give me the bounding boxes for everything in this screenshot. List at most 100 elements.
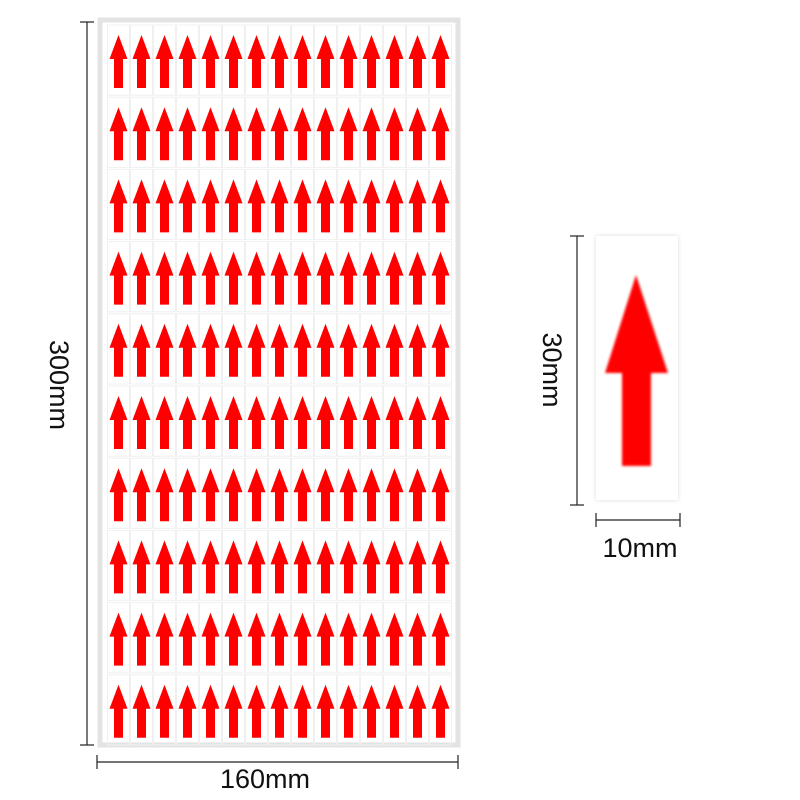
arrow-sticker — [316, 612, 335, 666]
arrow-sticker — [316, 396, 335, 449]
arrow-sticker — [362, 612, 381, 666]
sticker-cell — [107, 241, 130, 313]
sticker-cell — [314, 241, 337, 313]
arrow-sticker — [408, 35, 427, 88]
arrow-sticker — [293, 612, 312, 666]
sticker-cell — [199, 602, 222, 674]
arrow-sticker — [339, 684, 358, 738]
sticker-cell — [429, 241, 452, 313]
sticker-cell — [199, 385, 222, 457]
arrow-sticker — [339, 323, 358, 377]
sticker-cell — [360, 241, 383, 313]
sticker-cell — [176, 313, 199, 385]
sticker-cell — [176, 457, 199, 529]
arrow-sticker — [201, 684, 220, 738]
sticker-cell — [406, 674, 429, 746]
sticker-cell — [360, 24, 383, 96]
arrow-sticker — [155, 323, 174, 377]
sticker-cell — [406, 457, 429, 529]
sticker-cell — [291, 96, 314, 168]
sticker-cell — [153, 241, 176, 313]
sticker-cell — [153, 313, 176, 385]
arrow-sticker — [132, 540, 151, 594]
sticker-cell — [383, 168, 406, 241]
sticker-cell — [268, 602, 291, 674]
arrow-sticker — [109, 468, 128, 522]
sticker-cell — [153, 602, 176, 674]
arrow-sticker — [178, 468, 197, 522]
arrow-sticker — [293, 540, 312, 594]
sticker-cell — [268, 96, 291, 168]
arrow-sticker — [109, 179, 128, 233]
sticker-cell — [130, 96, 153, 168]
arrow-sticker — [339, 612, 358, 666]
sticker-cell — [199, 241, 222, 313]
arrow-sticker — [224, 396, 243, 449]
arrow-sticker — [132, 107, 151, 161]
arrow-sticker — [155, 612, 174, 666]
sticker-cell — [245, 96, 268, 168]
arrow-sticker — [155, 35, 174, 88]
sticker-cell — [383, 602, 406, 674]
sticker-cell — [406, 313, 429, 385]
arrow-sticker — [132, 35, 151, 88]
sticker-cell — [406, 385, 429, 457]
arrow-sticker — [270, 396, 289, 449]
sticker-cell — [268, 674, 291, 746]
sticker-cell — [337, 602, 360, 674]
arrow-sticker — [109, 323, 128, 377]
arrow-sticker — [293, 107, 312, 161]
arrow-sticker — [247, 468, 266, 522]
arrow-sticker — [385, 179, 404, 233]
arrow-sticker — [201, 396, 220, 449]
sticker-cell — [314, 457, 337, 529]
sticker-cell — [130, 168, 153, 241]
sticker-cell — [130, 674, 153, 746]
sticker-cell — [360, 602, 383, 674]
sticker-cell — [199, 674, 222, 746]
sticker-cell — [268, 529, 291, 602]
arrow-sticker — [385, 396, 404, 449]
sticker-cell — [360, 529, 383, 602]
arrow-sticker — [178, 35, 197, 88]
arrow-grid — [107, 24, 452, 746]
arrow-sticker — [408, 540, 427, 594]
width-dimension: 160mm — [96, 755, 459, 794]
sticker-cell — [314, 313, 337, 385]
sticker-cell — [406, 24, 429, 96]
sticker-cell — [314, 385, 337, 457]
sticker-arrow — [605, 275, 668, 466]
sticker-cell — [360, 313, 383, 385]
sticker-cell — [107, 313, 130, 385]
arrow-sticker — [201, 540, 220, 594]
arrow-sticker — [132, 179, 151, 233]
sticker-cell — [107, 24, 130, 96]
arrow-sticker — [247, 540, 266, 594]
arrow-sticker — [178, 612, 197, 666]
arrow-sticker — [155, 107, 174, 161]
sticker-cell — [337, 96, 360, 168]
sticker-cell — [383, 24, 406, 96]
arrow-sticker — [224, 323, 243, 377]
sticker-cell — [383, 457, 406, 529]
arrow-sticker — [339, 35, 358, 88]
sticker-cell — [130, 602, 153, 674]
sticker-cell — [268, 313, 291, 385]
arrow-sticker — [270, 179, 289, 233]
sticker-cell — [176, 241, 199, 313]
arrow-sticker — [385, 35, 404, 88]
sticker-cell — [222, 168, 245, 241]
arrow-sticker — [431, 179, 450, 233]
arrow-sticker — [247, 323, 266, 377]
arrow-sticker — [132, 468, 151, 522]
sticker-cell — [268, 457, 291, 529]
arrow-sticker — [201, 612, 220, 666]
arrow-sticker — [224, 540, 243, 594]
arrow-sticker — [109, 612, 128, 666]
sticker-cell — [406, 241, 429, 313]
arrow-sticker — [270, 323, 289, 377]
arrow-sticker — [155, 684, 174, 738]
sticker-cell — [199, 168, 222, 241]
arrow-sticker — [408, 684, 427, 738]
